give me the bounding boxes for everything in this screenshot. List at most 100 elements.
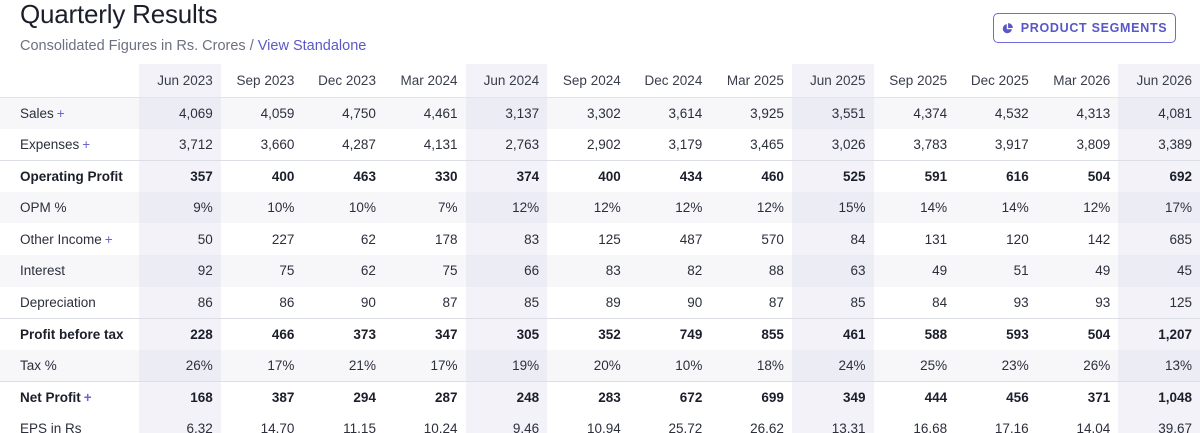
value-cell: 10.94 <box>586 421 621 433</box>
column-header: Jun 2024 <box>465 64 548 98</box>
row-label-text: Net Profit <box>20 389 81 405</box>
expand-plus-icon[interactable]: + <box>82 136 91 152</box>
row-label-text: Operating Profit <box>20 168 123 184</box>
value-cell: 357 <box>139 159 221 192</box>
value-cell: 12% <box>628 191 711 224</box>
value-cell: 400 <box>547 159 629 192</box>
value-cell: 23% <box>955 349 1037 382</box>
value-cell: 168 <box>139 380 221 413</box>
table-row[interactable]: Other Income +50 227 62 178 83 125 487 570 84 131 1… <box>0 223 1200 255</box>
value-cell: 6.32 <box>139 412 221 433</box>
value-cell: 3,925 <box>710 97 792 129</box>
value-cell: 89 <box>605 294 621 310</box>
value-cell: 125 <box>598 231 621 247</box>
expand-plus-icon[interactable]: + <box>83 389 92 405</box>
view-standalone-link[interactable]: View Standalone <box>257 38 367 54</box>
value-cell: 26% <box>139 349 221 382</box>
row-label-text: Other Income <box>20 231 102 247</box>
value-cell: 330 <box>383 159 466 192</box>
value-cell: 18% <box>710 349 792 382</box>
value-cell: 14.70 <box>260 421 295 433</box>
table-row: Profit before tax 228 466 373 347 305 352 749 85… <box>0 317 1200 350</box>
header-row: Jun 2023 Sep 2023 Dec 2023 Mar 2024 Jun 2024… <box>0 64 1200 98</box>
value-cell: 3,137 <box>465 97 548 129</box>
row-label-text: Expenses <box>20 136 80 152</box>
column-header: Mar 2024 <box>383 64 466 98</box>
value-cell: 444 <box>873 380 956 413</box>
value-cell: 24% <box>791 349 874 382</box>
value-cell: 14% <box>955 191 1037 224</box>
row-label[interactable]: Other Income + <box>0 223 139 255</box>
pie-chart-icon <box>1002 22 1013 34</box>
column-header: Mar 2026 <box>1036 64 1119 98</box>
table-row: OPM % 9% 10% 10% 7% 12% 12% 12% 12% 15% 14% 14% 12% 1… <box>0 191 1200 224</box>
value-cell: 699 <box>710 380 792 413</box>
value-cell: 131 <box>924 231 948 247</box>
value-cell: 25.72 <box>668 421 703 433</box>
value-cell: 2,763 <box>465 128 548 161</box>
row-label-text: EPS in Rs <box>20 421 82 433</box>
value-cell: 3,026 <box>791 128 874 161</box>
row-label-text: Depreciation <box>20 294 96 310</box>
expand-plus-icon[interactable]: + <box>56 105 65 121</box>
row-label-text: Tax % <box>20 357 57 373</box>
value-cell: 26% <box>1036 349 1119 382</box>
value-cell: 178 <box>435 231 458 247</box>
value-cell: 4,059 <box>220 97 303 129</box>
value-cell: 228 <box>139 317 221 350</box>
value-cell: 25% <box>873 349 956 382</box>
value-cell: 461 <box>791 317 874 350</box>
value-cell: 84 <box>932 294 948 310</box>
product-segments-button[interactable]: PRODUCT SEGMENTS <box>993 13 1176 43</box>
value-cell: 9% <box>139 191 221 224</box>
value-cell: 4,532 <box>955 97 1037 129</box>
value-cell: 66 <box>465 254 548 287</box>
table-row: Interest 92 75 62 75 66 83 82 88 63 49 51 49 45 <box>0 254 1200 287</box>
row-label-text: Sales <box>20 105 54 121</box>
value-cell: 672 <box>628 380 711 413</box>
value-cell: 3,917 <box>994 136 1029 152</box>
value-cell: 93 <box>1013 294 1029 310</box>
value-cell: 62 <box>302 254 384 287</box>
value-cell: 87 <box>768 294 784 310</box>
row-label[interactable]: Expenses + <box>0 129 139 161</box>
value-cell: 14.04 <box>1076 421 1111 433</box>
value-cell: 466 <box>220 317 303 350</box>
row-label-text: Interest <box>20 263 66 279</box>
value-cell: 83 <box>547 254 629 287</box>
value-cell: 352 <box>547 317 629 350</box>
table-row[interactable]: Net Profit +168 387 294 287 248 283 672 699 349 44… <box>0 380 1200 413</box>
product-segments-label: PRODUCT SEGMENTS <box>1020 21 1168 35</box>
row-label: OPM % <box>0 191 140 224</box>
value-cell: 3,465 <box>750 136 784 152</box>
value-cell: 4,374 <box>873 97 956 129</box>
subtitle-separator: / <box>249 38 254 54</box>
value-cell: 50 <box>139 223 221 255</box>
table-row[interactable]: Expenses +3,712 3,660 4,287 4,131 2,763 2,902 3… <box>0 128 1200 161</box>
value-cell: 3,809 <box>1076 136 1111 152</box>
value-cell: 373 <box>302 317 384 350</box>
row-label: Interest <box>0 254 140 287</box>
value-cell: 9.46 <box>465 412 548 433</box>
value-cell: 570 <box>761 231 784 247</box>
row-label-text: Profit before tax <box>20 326 124 342</box>
row-label: EPS in Rs <box>0 413 139 433</box>
value-cell: 17.16 <box>994 421 1029 433</box>
column-header: Dec 2023 <box>302 64 384 98</box>
value-cell: 3,712 <box>139 128 221 161</box>
value-cell: 62 <box>360 231 376 247</box>
value-cell: 4,313 <box>1036 97 1119 129</box>
row-label[interactable]: Sales + <box>0 97 140 129</box>
value-cell: 12% <box>465 191 548 224</box>
value-cell: 82 <box>628 254 711 287</box>
table-row[interactable]: Sales +4,069 4,059 4,750 4,461 3,137 3,302 3,61… <box>0 97 1200 129</box>
column-header: Dec 2025 <box>955 64 1037 98</box>
value-cell: 49 <box>1036 254 1119 287</box>
row-label[interactable]: Net Profit + <box>0 380 140 413</box>
value-cell: 616 <box>955 159 1037 192</box>
value-cell: 4,287 <box>342 136 376 152</box>
value-cell: 3,389 <box>1118 128 1200 161</box>
value-cell: 588 <box>873 317 956 350</box>
expand-plus-icon[interactable]: + <box>104 231 113 247</box>
value-cell: 374 <box>465 159 548 192</box>
